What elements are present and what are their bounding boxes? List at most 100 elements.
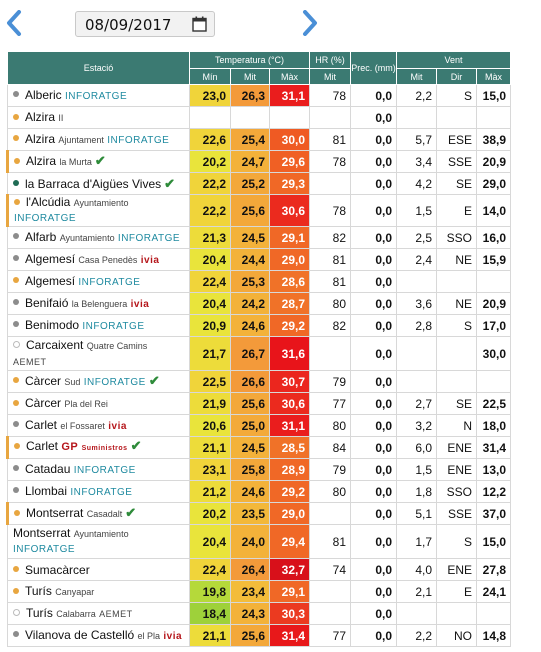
station-cell[interactable]: Benimodo INFORATGE — [7, 314, 190, 337]
station-cell[interactable]: Vilanova de Castelló el Pla ivia — [7, 624, 190, 647]
temp-max-cell: 30,6 — [269, 392, 310, 415]
station-cell[interactable]: Càrcer Pla del Rei — [7, 392, 190, 415]
station-cell[interactable]: Llombai INFORATGE — [7, 480, 190, 503]
header-precipitation[interactable]: Prec. (mm) — [350, 51, 397, 85]
date-picker[interactable]: 08/09/2017 — [75, 11, 215, 37]
station-cell[interactable]: Alzira Ajuntament INFORATGE — [7, 128, 190, 151]
station-name[interactable]: Llombai — [25, 483, 68, 498]
status-dot-icon — [13, 421, 19, 428]
station-cell[interactable]: Carlet GP Suministros ✔ — [6, 436, 190, 459]
station-name[interactable]: Catadau — [25, 461, 71, 476]
status-dot-icon — [13, 487, 19, 494]
station-name[interactable]: Carcaixent — [26, 338, 84, 352]
station-sublocation: Ayuntamiento — [73, 198, 129, 208]
station-cell[interactable]: Algemesí Casa Penedès ivia — [7, 248, 190, 271]
temp-max-cell: 28,6 — [269, 270, 310, 293]
calendar-icon[interactable] — [192, 16, 207, 32]
station-cell[interactable]: Alberic INFORATGE — [7, 84, 190, 107]
temp-mit-cell: 26,4 — [230, 558, 270, 581]
station-cell[interactable]: Montserrat Casadalt ✔ — [6, 502, 190, 525]
temp-min-cell: 18,4 — [189, 602, 231, 625]
temp-max-cell: 29,4 — [269, 524, 310, 559]
station-name[interactable]: l'Alcúdia — [26, 195, 71, 209]
wind-dir-cell: ENE — [436, 458, 477, 481]
station-cell[interactable]: Càrcer Sud INFORATGE ✔ — [7, 370, 190, 393]
table-header-row: Estació Temperatura (°C) HR (%) Prec. (m… — [7, 51, 511, 85]
station-cell[interactable]: Alzira la Murta ✔ — [6, 150, 190, 173]
table-row: Algemesí Casa Penedès ivia 20,4 24,4 29,0 81… — [7, 248, 511, 271]
header-wind-max[interactable]: Màx — [476, 68, 511, 85]
station-cell[interactable]: Alzira II — [7, 106, 190, 129]
temp-min-cell: 22,2 — [189, 194, 231, 227]
station-name[interactable]: Alzira — [25, 110, 56, 124]
temp-mit-cell: 26,7 — [230, 336, 270, 371]
station-cell[interactable]: Carcaixent Quatre Camins AEMET — [7, 336, 190, 371]
verified-check-icon: ✔ — [130, 438, 142, 453]
header-wind-dir[interactable]: Dir — [436, 68, 477, 85]
station-name[interactable]: Càrcer — [25, 373, 62, 388]
station-name[interactable]: Carlet — [25, 417, 58, 432]
station-cell[interactable]: la Barraca d'Aigües Vives ✔ — [7, 172, 190, 195]
temp-min-cell: 20,2 — [189, 502, 231, 525]
station-cell[interactable]: Benifaió la Belenguera ivia — [7, 292, 190, 315]
header-temp-mit[interactable]: Mit — [230, 68, 270, 85]
precipitation-cell: 0,0 — [350, 248, 397, 271]
precipitation-cell: 0,0 — [350, 392, 397, 415]
station-cell[interactable]: Montserrat Ayuntamiento INFORATGE — [7, 524, 190, 559]
humidity-cell: 79 — [309, 370, 351, 393]
wind-dir-cell — [436, 370, 477, 393]
station-name[interactable]: Càrcer — [25, 396, 62, 410]
station-name[interactable]: Algemesí — [25, 251, 76, 266]
status-dot-icon — [13, 566, 19, 573]
status-dot-icon — [13, 113, 19, 120]
temp-max-cell: 30,7 — [269, 370, 310, 393]
wind-mit-cell — [396, 106, 437, 129]
header-station[interactable]: Estació — [7, 51, 190, 85]
temp-min-cell: 20,6 — [189, 414, 231, 437]
station-name[interactable]: Benifaió — [25, 295, 69, 310]
table-row: Vilanova de Castelló el Pla ivia 21,1 25,6… — [7, 624, 511, 647]
wind-max-cell: 27,8 — [476, 558, 511, 581]
station-name[interactable]: Turís — [25, 584, 52, 598]
next-day-arrow-icon[interactable] — [302, 10, 318, 36]
station-cell[interactable]: Catadau INFORATGE — [7, 458, 190, 481]
header-wind-mit[interactable]: Mit — [396, 68, 437, 85]
wind-max-cell: 15,9 — [476, 248, 511, 271]
station-name[interactable]: Carlet — [26, 439, 59, 453]
station-cell[interactable]: l'Alcúdia Ayuntamiento INFORATGE — [6, 194, 190, 227]
previous-day-arrow-icon[interactable] — [6, 10, 22, 36]
humidity-cell: 78 — [309, 84, 351, 107]
header-hr-mit[interactable]: Mit — [309, 68, 351, 85]
header-temp-max[interactable]: Màx — [269, 68, 310, 85]
station-cell[interactable]: Sumacàrcer — [7, 558, 190, 581]
station-cell[interactable]: Carlet el Fossaret ivia — [7, 414, 190, 437]
station-name[interactable]: Alberic — [25, 87, 62, 102]
station-name[interactable]: Vilanova de Castelló — [25, 627, 135, 642]
station-cell[interactable]: Algemesí INFORATGE — [7, 270, 190, 293]
date-value[interactable]: 08/09/2017 — [85, 16, 172, 34]
status-dot-icon — [14, 442, 20, 449]
station-name[interactable]: Montserrat — [26, 506, 84, 520]
station-name[interactable]: Alfarb — [25, 229, 57, 244]
temp-min-cell: 21,9 — [189, 392, 231, 415]
station-cell[interactable]: Turís Canyapar — [7, 580, 190, 603]
station-name[interactable]: Montserrat — [13, 526, 71, 540]
station-name[interactable]: Alzira — [26, 154, 57, 168]
temp-min-cell: 21,1 — [189, 624, 231, 647]
wind-mit-cell: 4,0 — [396, 558, 437, 581]
header-temp-min[interactable]: Mín — [189, 68, 231, 85]
temp-max-cell: 29,1 — [269, 580, 310, 603]
station-cell[interactable]: Turís Calabarra AEMET — [7, 602, 190, 625]
temp-max-cell: 30,6 — [269, 194, 310, 227]
station-cell[interactable]: Alfarb Ayuntamiento INFORATGE — [7, 226, 190, 249]
station-name[interactable]: la Barraca d'Aigües Vives — [25, 176, 162, 191]
station-name[interactable]: Sumacàrcer — [25, 562, 90, 577]
station-name[interactable]: Alzira — [25, 131, 56, 146]
table-subheader-row: Mín Mit Màx Mit Mit Dir Màx — [8, 68, 511, 85]
temp-mit-cell: 25,0 — [230, 414, 270, 437]
precipitation-cell: 0,0 — [350, 128, 397, 151]
station-name[interactable]: Turís — [26, 606, 53, 620]
station-name[interactable]: Algemesí — [25, 273, 76, 288]
wind-max-cell: 22,5 — [476, 392, 511, 415]
station-name[interactable]: Benimodo — [25, 317, 80, 332]
